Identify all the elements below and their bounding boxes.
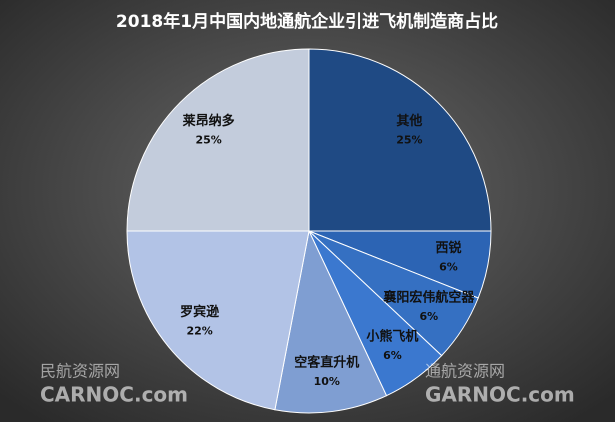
pie-slice — [308, 48, 492, 232]
watermark-text: 民航资源网 — [40, 362, 120, 381]
value-label: 6% — [383, 349, 402, 362]
chart-title: 2018年1月中国内地通航企业引进飞机制造商占比 — [116, 11, 498, 32]
slice-label: 莱昂纳多 — [183, 113, 235, 129]
slice-label: 其他 — [396, 113, 422, 129]
value-label: 10% — [314, 375, 340, 388]
slice-label: 西锐 — [435, 240, 461, 256]
pie-slice — [274, 229, 388, 414]
pie-slice — [126, 48, 310, 232]
slice-label: 罗宾逊 — [180, 304, 219, 320]
watermark-text: 通航资源网 — [425, 362, 505, 381]
watermarks: 民航资源网 CARNOC.com 通航资源网 GARNOC.com — [40, 362, 575, 407]
value-label: 6% — [420, 310, 439, 323]
watermark-logo: GARNOC.com — [425, 383, 575, 407]
value-label: 22% — [186, 324, 212, 337]
value-label: 25% — [195, 134, 221, 147]
slice-label: 襄阳宏伟航空器 — [382, 290, 475, 306]
value-label: 25% — [396, 134, 422, 147]
pie-slice — [126, 230, 310, 411]
value-label: 6% — [439, 261, 458, 274]
pie — [126, 48, 492, 414]
labels: 其他25%西锐6%襄阳宏伟航空器6%小熊飞机6%空客直升机10%罗宾逊22%莱昂… — [180, 113, 475, 388]
watermark-logo: CARNOC.com — [40, 383, 188, 407]
slice-label: 小熊飞机 — [366, 328, 418, 344]
slice-label: 空客直升机 — [294, 354, 359, 370]
